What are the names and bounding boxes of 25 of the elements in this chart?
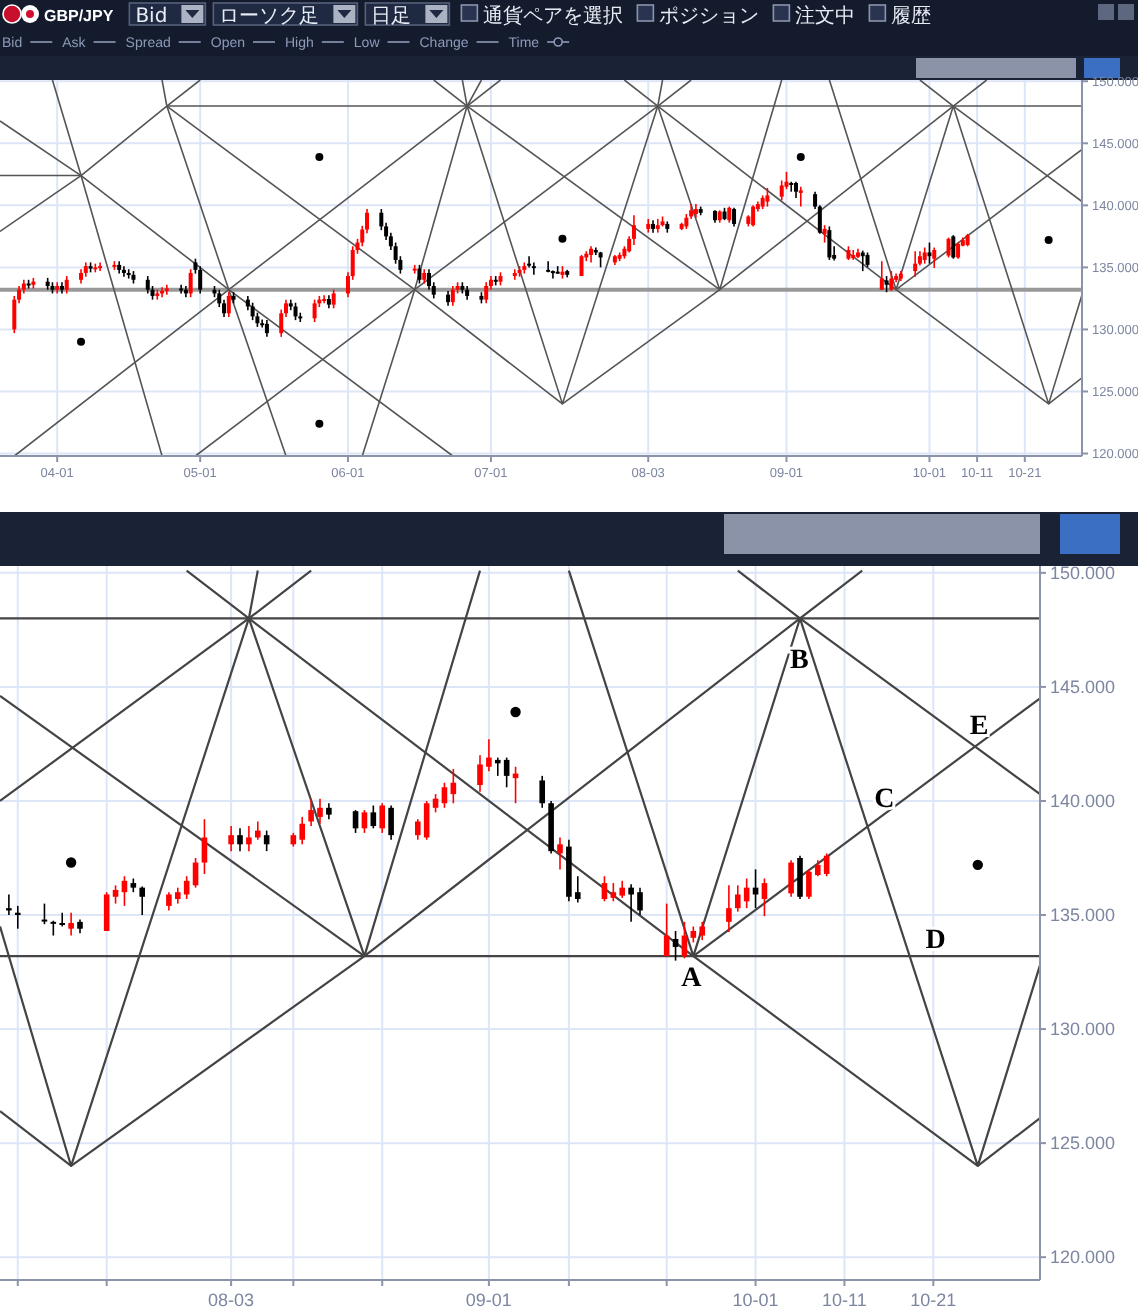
- y-tick-label: 125.000: [1050, 1133, 1116, 1154]
- text: 履歴: [891, 6, 932, 28]
- y-tick-label: 145.000: [1050, 677, 1116, 698]
- x-tick-label: 10-21: [910, 1290, 957, 1310]
- annotation: E: [969, 712, 989, 743]
- x-tick-label: 10-11: [822, 1290, 867, 1310]
- annotation: B: [790, 646, 809, 677]
- text: GBP/JPY: [44, 7, 115, 25]
- y-tick-label: 150.000: [1050, 563, 1116, 584]
- y-tick-label: 130.000: [1050, 1019, 1116, 1040]
- y-tick-label: 140.000: [1050, 791, 1116, 812]
- text: ポジション: [659, 6, 760, 28]
- x-tick-label: 10-01: [732, 1290, 779, 1310]
- text: ローソク足: [219, 6, 320, 28]
- annotation: D: [925, 926, 946, 957]
- x-tick-label: 08-03: [208, 1290, 255, 1310]
- annotation: C: [874, 785, 895, 816]
- text: Bid: [135, 6, 168, 28]
- x-tick-label: 09-01: [465, 1290, 512, 1310]
- text: 通貨ペアを選択: [483, 4, 624, 28]
- text: 日足: [371, 6, 412, 28]
- annotation: A: [681, 964, 704, 995]
- text: 注文中: [795, 4, 856, 28]
- y-tick-label: 120.000: [1050, 1247, 1116, 1268]
- y-tick-label: 135.000: [1050, 905, 1116, 926]
